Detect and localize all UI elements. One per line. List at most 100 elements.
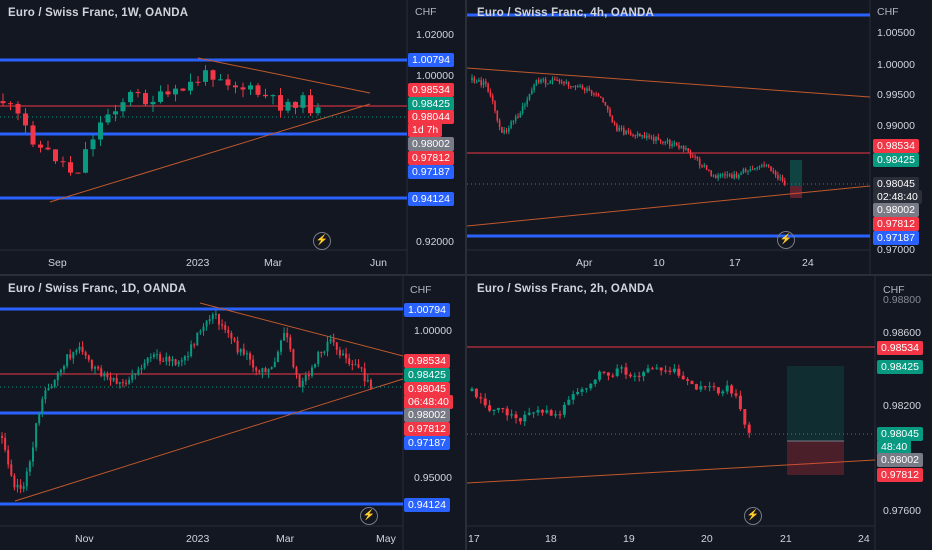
candle-body [770, 166, 772, 172]
chart-canvas-daily[interactable] [0, 276, 465, 550]
candle-body [211, 314, 214, 320]
candle-body [68, 162, 73, 173]
candle-body [590, 90, 593, 94]
price-tag: 0.98534 [873, 139, 919, 153]
long-position-stop-zone[interactable] [787, 441, 844, 475]
trendline-lower[interactable] [467, 459, 876, 484]
lightning-icon[interactable]: ⚡ [360, 507, 378, 525]
candle-body [66, 354, 69, 367]
chart-canvas-2h[interactable] [467, 276, 932, 550]
candle-body [38, 144, 43, 148]
price-tag: 0.98425 [877, 360, 923, 374]
candle-body [528, 94, 531, 100]
candle-body [703, 386, 707, 388]
candle-body [120, 102, 126, 112]
trendline-lower[interactable] [467, 185, 871, 227]
candle-body [646, 368, 650, 373]
chart-pane-daily[interactable]: Euro / Swiss Franc, 1D, OANDA CHF 1.0000… [0, 276, 465, 550]
candle-body [369, 379, 372, 389]
price-axis-label: 0.92000 [416, 236, 454, 248]
lightning-icon[interactable]: ⚡ [313, 232, 331, 250]
candle-body [87, 355, 90, 360]
candle-body [366, 379, 369, 382]
candle-body [239, 348, 242, 353]
candle-body [716, 387, 720, 394]
long-position-target-zone[interactable] [790, 160, 802, 186]
candle-body [492, 410, 496, 412]
candle-body [171, 359, 174, 362]
candle-body [547, 83, 549, 85]
lightning-icon[interactable]: ⚡ [777, 231, 795, 249]
candle-body [554, 79, 556, 81]
candle-body [613, 122, 616, 125]
price-tag: 1.00794 [404, 303, 450, 317]
chart-pane-weekly[interactable]: Euro / Swiss Franc, 1W, OANDA CHF 1.0200… [0, 0, 465, 274]
candle-body [719, 175, 722, 177]
chart-canvas-4h[interactable] [467, 0, 932, 274]
candle-body [233, 338, 236, 341]
candle-body [494, 101, 496, 111]
candle-body [633, 375, 637, 377]
candle-body [650, 368, 654, 370]
candle-body [664, 141, 666, 144]
candle-body [551, 79, 554, 82]
candle-body [523, 414, 527, 422]
chart-canvas-weekly[interactable] [0, 0, 465, 274]
candle-body [712, 175, 715, 177]
candle-body [149, 356, 152, 358]
trendline-upper[interactable] [467, 67, 871, 98]
candle-body [227, 329, 230, 333]
lightning-icon[interactable]: ⚡ [744, 507, 762, 525]
candle-body [738, 174, 740, 179]
trendline-upper[interactable] [197, 57, 371, 94]
price-axis-currency: CHF [877, 6, 899, 18]
candle-body [115, 378, 118, 384]
candle-body [152, 354, 155, 357]
candle-body [221, 324, 224, 326]
price-tag: 0.98002 [873, 203, 919, 217]
candle-body [210, 70, 216, 80]
price-axis-label: 0.99500 [877, 89, 915, 101]
trendline-upper[interactable] [199, 302, 404, 357]
pane-title: Euro / Swiss Franc, 1D, OANDA [8, 283, 187, 295]
price-axis-label: 1.00000 [877, 59, 915, 71]
candle-body [162, 360, 165, 362]
candle-body [637, 375, 641, 377]
candle-body [208, 319, 211, 322]
candle-body [625, 130, 627, 135]
trendline-lower[interactable] [14, 378, 404, 502]
price-tag: 0.98002 [877, 453, 923, 467]
candle-body [63, 366, 65, 370]
price-tag: 0.97812 [873, 217, 919, 231]
candle-body [245, 353, 248, 355]
trendline-lower[interactable] [49, 103, 371, 203]
candle-body [193, 344, 196, 346]
candle-body [761, 164, 763, 167]
candle-body [588, 88, 591, 91]
candle-body [278, 95, 283, 111]
candle-body [98, 122, 103, 140]
candle-body [532, 412, 536, 414]
price-tag: 0.98534 [404, 354, 450, 368]
candle-body [628, 374, 632, 377]
time-axis-label: Mar [264, 257, 283, 269]
candle-body [772, 171, 775, 173]
long-position-target-zone[interactable] [787, 366, 844, 441]
chart-pane-4h[interactable]: Euro / Swiss Franc, 4h, OANDA CHF 1.0050… [467, 0, 932, 274]
candle-body [620, 367, 624, 369]
candle-body [195, 81, 201, 83]
candle-body [567, 399, 571, 405]
pane-divider-horizontal[interactable] [0, 274, 932, 276]
price-tag: 1.00794 [408, 53, 454, 67]
candle-body [694, 156, 696, 158]
chart-pane-2h[interactable]: Euro / Swiss Franc, 2h, OANDA CHF 0.9880… [467, 276, 932, 550]
candle-body [53, 149, 58, 162]
long-position-stop-zone[interactable] [790, 186, 802, 198]
candle-body [728, 174, 731, 176]
price-tag: 0.97812 [404, 422, 450, 436]
time-axis-label: 24 [802, 257, 814, 269]
candle-body [491, 95, 494, 102]
candle-body [53, 380, 56, 387]
candle-body [118, 382, 121, 384]
candle-body [689, 151, 692, 156]
